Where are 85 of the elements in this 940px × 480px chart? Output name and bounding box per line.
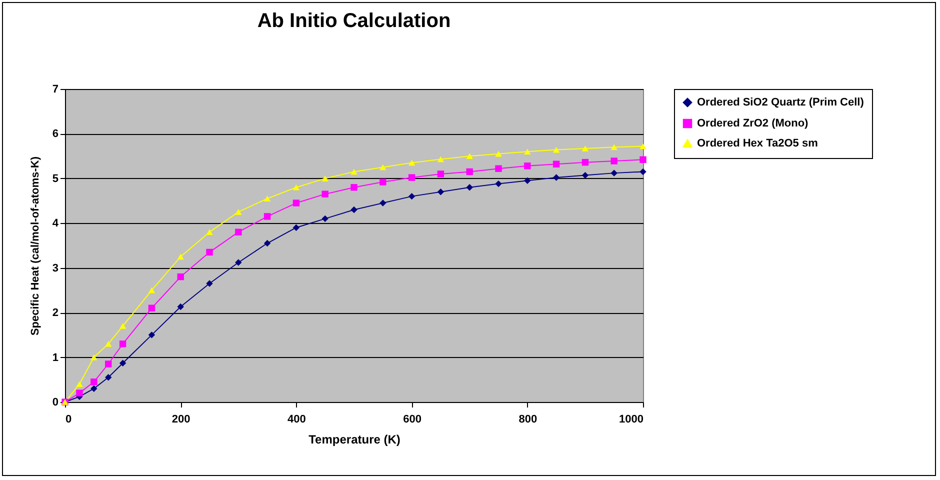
point (90, 378, 98, 386)
point (524, 148, 531, 155)
point (380, 164, 386, 170)
point (235, 259, 242, 266)
point (495, 150, 502, 157)
x-tick-label: 0 (66, 414, 72, 426)
point (90, 354, 98, 360)
point (495, 180, 502, 188)
point (350, 168, 358, 175)
point (148, 304, 156, 312)
x-tick-label: 200 (172, 414, 190, 426)
x-tick-label: 1000 (619, 414, 644, 426)
point (292, 224, 300, 231)
point (264, 213, 271, 220)
point (264, 240, 271, 247)
point (235, 209, 242, 215)
point (119, 323, 126, 329)
point (640, 156, 646, 164)
point (582, 146, 589, 152)
y-tick-label: 5 (52, 172, 58, 185)
point (466, 168, 473, 176)
point (350, 184, 358, 191)
point (119, 360, 126, 366)
point (552, 160, 560, 168)
point (177, 273, 184, 280)
point (582, 158, 589, 166)
point (104, 340, 112, 347)
y-tick-label: 3 (52, 262, 58, 274)
point (495, 165, 502, 172)
point (408, 174, 416, 181)
point (380, 178, 386, 186)
point (640, 143, 646, 150)
point (610, 158, 618, 164)
point (119, 340, 126, 348)
point (610, 170, 618, 176)
point (466, 153, 473, 159)
point (322, 190, 328, 198)
point (610, 144, 618, 150)
point (206, 229, 213, 235)
y-tick-label: 2 (52, 307, 58, 320)
point (552, 146, 560, 153)
point (177, 303, 184, 310)
point (292, 200, 300, 206)
point (380, 200, 386, 206)
point (104, 374, 112, 381)
legend-label: Ordered Hex Ta2O5 sm (697, 138, 818, 150)
point (408, 160, 416, 166)
point (552, 174, 560, 181)
chart-title: Ab Initio Calculation (257, 10, 451, 32)
point (148, 332, 156, 338)
point (408, 192, 416, 200)
point (206, 248, 213, 256)
y-tick-label: 7 (52, 84, 58, 96)
y-tick-label: 0 (52, 396, 58, 408)
point (524, 162, 531, 170)
point (524, 177, 531, 184)
point (582, 172, 589, 179)
point (76, 390, 83, 396)
point (104, 360, 112, 368)
point (264, 196, 271, 202)
point (350, 206, 358, 214)
y-tick-label: 4 (52, 218, 60, 230)
y-axis-title: Specific Heat (cal/mol-of-atoms-K) (29, 156, 42, 336)
x-tick-label: 600 (403, 414, 422, 426)
point (90, 385, 98, 392)
y-tick-label: 1 (52, 352, 58, 364)
point (437, 156, 444, 162)
y-tick-label: 6 (52, 128, 58, 140)
point (640, 168, 646, 176)
legend-label: Ordered ZrO2 (Mono) (697, 118, 809, 130)
point (466, 184, 473, 191)
point (292, 184, 300, 190)
point (322, 176, 328, 182)
x-axis-title: Temperature (K) (308, 432, 400, 446)
legend-label: Ordered SiO2 Quartz (Prim Cell) (697, 96, 864, 108)
point (235, 228, 242, 236)
point (177, 254, 184, 260)
point (437, 170, 444, 178)
x-tick-label: 800 (518, 414, 538, 426)
point (148, 287, 156, 294)
point (322, 215, 328, 222)
point (437, 188, 444, 196)
x-tick-label: 400 (288, 414, 306, 426)
point (76, 381, 83, 388)
point (206, 280, 213, 287)
